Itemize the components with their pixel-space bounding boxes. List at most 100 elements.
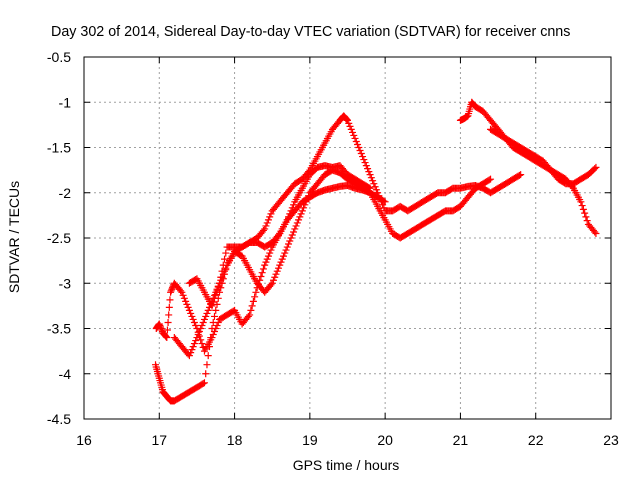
data-point-marker [268, 279, 276, 287]
data-point-marker [351, 134, 359, 142]
data-point-marker [267, 210, 275, 218]
data-point-marker [163, 326, 171, 334]
data-point-marker [165, 303, 173, 311]
data-point-marker [207, 334, 215, 342]
data-point-marker [276, 261, 284, 269]
data-point-marker [157, 323, 165, 331]
data-point-marker [366, 171, 374, 179]
data-point-marker [288, 231, 296, 239]
data-point-marker [207, 300, 215, 308]
data-point-marker [342, 115, 350, 123]
data-point-marker [208, 325, 216, 332]
data-point-marker [249, 297, 257, 305]
y-tick-label: -3.5 [47, 321, 71, 337]
data-point-marker [168, 285, 176, 293]
data-point-marker [183, 300, 191, 308]
data-point-marker [273, 267, 281, 275]
data-point-marker [166, 296, 174, 304]
series-track-f [487, 125, 600, 188]
data-point-marker [372, 186, 380, 194]
data-point-marker [204, 352, 212, 360]
x-tick-label: 19 [302, 432, 318, 448]
data-point-marker [188, 346, 196, 354]
data-point-marker [591, 228, 599, 236]
data-point-marker [369, 177, 377, 185]
data-point-marker [212, 306, 220, 314]
data-point-marker [360, 156, 368, 164]
data-point-marker [362, 162, 370, 170]
data-point-marker [582, 213, 590, 221]
data-point-marker [485, 176, 493, 184]
data-point-marker [261, 261, 269, 269]
data-point-marker [300, 204, 308, 212]
data-point-marker [581, 209, 589, 217]
data-point-marker [195, 328, 203, 336]
data-point-marker [208, 297, 216, 305]
data-point-marker [290, 228, 298, 236]
data-point-marker [182, 297, 190, 305]
data-point-marker [259, 226, 267, 234]
y-tick-label: -1.5 [47, 140, 71, 156]
data-point-marker [350, 131, 358, 139]
data-point-marker [252, 288, 260, 296]
data-point-marker [200, 315, 208, 323]
data-point-marker [302, 198, 310, 206]
data-point-marker [251, 293, 259, 301]
data-point-marker [263, 219, 271, 227]
data-point-marker [213, 300, 221, 308]
data-point-marker [214, 282, 222, 290]
data-point-marker [213, 285, 221, 293]
data-point-marker [259, 265, 267, 273]
data-point-marker [266, 249, 274, 257]
data-point-marker [263, 255, 271, 263]
data-point-marker [184, 303, 192, 311]
data-point-marker [344, 116, 351, 124]
data-point-marker [349, 128, 357, 136]
data-point-marker [222, 264, 230, 272]
data-point-marker [164, 318, 172, 326]
data-point-marker [205, 343, 213, 351]
data-point-marker [167, 288, 175, 296]
data-point-marker [194, 331, 202, 339]
series-track-b [152, 112, 525, 405]
data-point-marker [347, 125, 355, 133]
data-point-marker [221, 255, 229, 263]
data-point-marker [212, 288, 220, 296]
x-tick-label: 23 [603, 432, 619, 448]
data-point-marker [189, 343, 197, 351]
x-axis-label: GPS time / hours [293, 457, 400, 473]
data-point-marker [248, 302, 256, 310]
x-tick-label: 16 [76, 432, 92, 448]
data-point-marker [190, 340, 198, 348]
data-point-marker [301, 201, 309, 209]
data-point-marker [577, 198, 585, 206]
data-point-marker [381, 198, 389, 206]
data-point-marker [296, 213, 304, 221]
data-point-marker [591, 165, 599, 173]
series-track-d [170, 166, 389, 360]
data-point-marker [258, 269, 266, 277]
data-point-marker [274, 264, 282, 272]
data-point-marker [202, 370, 210, 378]
y-tick-label: -2 [59, 185, 72, 201]
data-point-marker [163, 334, 171, 342]
data-point-marker [213, 321, 221, 329]
x-tick-label: 21 [453, 432, 469, 448]
data-point-marker [297, 210, 305, 218]
data-point-marker [365, 168, 373, 176]
data-point-marker [197, 325, 205, 332]
data-point-marker [264, 252, 272, 260]
data-point-marker [515, 171, 523, 179]
data-point-marker [274, 231, 282, 239]
data-point-marker [199, 318, 207, 326]
data-point-marker [356, 147, 364, 155]
data-point-marker [222, 249, 230, 257]
data-point-marker [292, 222, 300, 230]
data-point-marker [305, 192, 313, 200]
data-point-marker [192, 337, 200, 345]
data-point-marker [244, 312, 252, 320]
data-point-marker [185, 306, 193, 314]
data-point-marker [343, 116, 351, 124]
data-point-marker [200, 379, 208, 387]
